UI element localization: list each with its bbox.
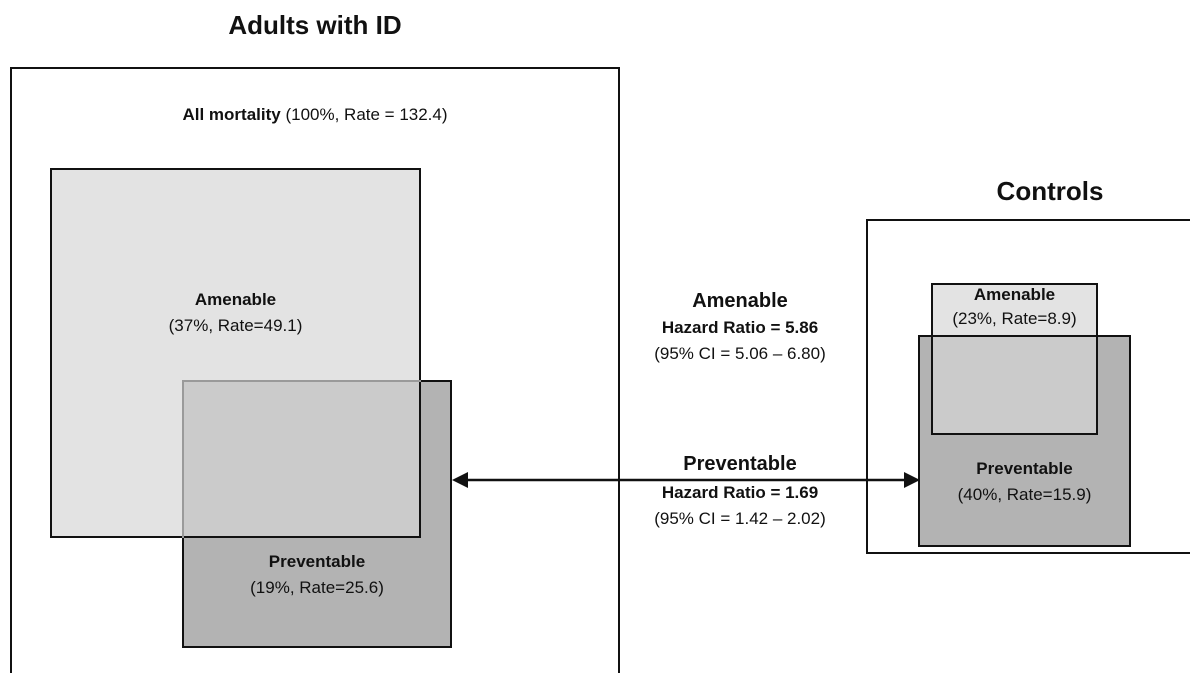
left-amenable-text: Amenable (37%, Rate=49.1) xyxy=(50,287,421,339)
all-mortality-title: All mortality xyxy=(182,105,281,124)
left-preventable-text: Preventable (19%, Rate=25.6) xyxy=(182,549,452,601)
left-preventable-label: Preventable xyxy=(268,552,366,571)
right-preventable-text: Preventable (40%, Rate=15.9) xyxy=(918,456,1131,508)
right-amenable-label: Amenable xyxy=(973,285,1056,304)
preventable-comparison-title: Preventable xyxy=(640,450,840,478)
preventable-comparison-stats: Hazard Ratio = 1.69 (95% CI = 1.42 – 2.0… xyxy=(640,480,840,532)
right-preventable-detail: (40%, Rate=15.9) xyxy=(957,485,1092,504)
arrow-head-right-icon xyxy=(904,472,920,488)
left-amenable-label: Amenable xyxy=(194,290,277,309)
right-amenable-text: Amenable (23%, Rate=8.9) xyxy=(931,283,1098,331)
right-panel-frame xyxy=(866,219,1190,554)
right-preventable-label: Preventable xyxy=(976,459,1073,478)
all-mortality-detail: (100%, Rate = 132.4) xyxy=(285,105,448,124)
left-overlap-region xyxy=(184,382,419,536)
comparison-arrow xyxy=(452,472,920,488)
arrow-head-left-icon xyxy=(452,472,468,488)
amenable-comparison: Amenable Hazard Ratio = 5.86 (95% CI = 5… xyxy=(640,287,840,367)
right-preventable-outline-inner xyxy=(931,335,1098,337)
preventable-ci: (95% CI = 1.42 – 2.02) xyxy=(654,509,826,528)
preventable-comparison-label: Preventable xyxy=(683,453,797,475)
left-panel-title: Adults with ID xyxy=(228,10,402,40)
left-amenable-detail: (37%, Rate=49.1) xyxy=(168,316,303,335)
amenable-hazard-ratio: Hazard Ratio = 5.86 xyxy=(661,318,819,337)
left-preventable-detail: (19%, Rate=25.6) xyxy=(250,578,384,597)
preventable-hazard-ratio: Hazard Ratio = 1.69 xyxy=(661,483,819,502)
right-overlap-region xyxy=(933,337,1096,433)
right-amenable-detail: (23%, Rate=8.9) xyxy=(952,309,1077,328)
amenable-comparison-label: Amenable xyxy=(692,290,788,312)
left-panel-frame xyxy=(10,67,620,673)
right-panel-title: Controls xyxy=(996,176,1104,206)
amenable-ci: (95% CI = 5.06 – 6.80) xyxy=(654,344,826,363)
all-mortality-label: All mortality (100%, Rate = 132.4) xyxy=(10,102,620,128)
left-preventable-outline-inner xyxy=(182,380,421,538)
